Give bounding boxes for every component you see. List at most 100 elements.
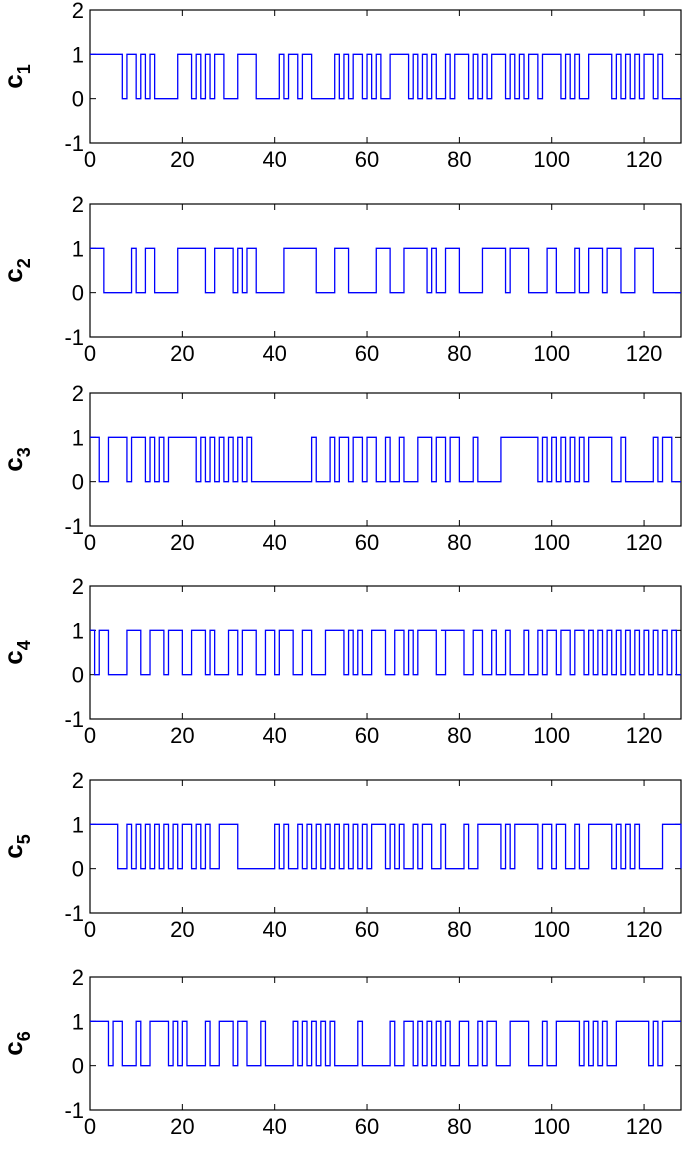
x-tick-label: 0 (84, 917, 96, 942)
x-tick-label: 40 (262, 341, 286, 366)
y-axis-label-main: c (0, 844, 28, 858)
x-tick-label: 20 (170, 530, 194, 555)
x-tick-label: 80 (447, 147, 471, 172)
y-tick-label: 2 (72, 381, 84, 406)
y-tick-label: 2 (72, 0, 84, 23)
x-tick-label: 80 (447, 1114, 471, 1139)
x-tick-label: 60 (355, 147, 379, 172)
y-axis-label-main: c (0, 1041, 28, 1055)
x-tick-label: 60 (355, 530, 379, 555)
series-c5-line (90, 823, 682, 870)
x-tick-label: 40 (262, 147, 286, 172)
series-c4-line (90, 629, 681, 676)
plot-frame (89, 9, 682, 144)
y-tick-label: 1 (72, 1009, 84, 1034)
x-tick-label: 60 (355, 917, 379, 942)
x-tick-label: 20 (170, 147, 194, 172)
x-tick-label: 120 (626, 917, 663, 942)
x-tick-label: 0 (84, 530, 96, 555)
y-tick-label: 1 (72, 425, 84, 450)
y-tick-label: 1 (72, 812, 84, 837)
y-axis-label: c3 (0, 447, 34, 471)
y-axis-label: c6 (0, 1031, 34, 1055)
x-tick-label: 60 (355, 723, 379, 748)
x-tick-label: 120 (626, 1114, 663, 1139)
y-tick-label: -1 (64, 325, 84, 350)
plot-frame (89, 585, 682, 720)
x-tick-label: 0 (84, 1114, 96, 1139)
y-axis-label-main: c (0, 268, 28, 282)
y-tick-label: 0 (72, 857, 84, 882)
y-tick-label: 2 (72, 192, 84, 217)
y-tick-label: 2 (72, 574, 84, 599)
y-tick-label: 0 (72, 470, 84, 495)
y-tick-label: 0 (72, 87, 84, 112)
series-c6-line (90, 1020, 681, 1067)
y-tick-label: 1 (72, 618, 84, 643)
y-axis-label-subscript: 3 (14, 447, 34, 457)
x-tick-label: 20 (170, 917, 194, 942)
y-tick-label: 1 (72, 236, 84, 261)
y-axis-label-main: c (0, 457, 28, 471)
y-axis-label: c4 (0, 640, 34, 664)
x-tick-label: 40 (262, 917, 286, 942)
x-tick-label: 80 (447, 917, 471, 942)
y-tick-label: 2 (72, 965, 84, 990)
x-tick-label: 80 (447, 341, 471, 366)
x-tick-label: 60 (355, 341, 379, 366)
x-tick-label: 120 (626, 147, 663, 172)
x-tick-label: 100 (533, 341, 570, 366)
plot-frame (89, 976, 682, 1111)
x-tick-label: 100 (533, 917, 570, 942)
x-tick-label: 100 (533, 1114, 570, 1139)
y-tick-label: 2 (72, 768, 84, 793)
y-tick-label: 0 (72, 663, 84, 688)
y-axis-label: c2 (0, 258, 34, 282)
plot-frame (89, 203, 682, 338)
x-tick-label: 20 (170, 1114, 194, 1139)
x-tick-label: 120 (626, 723, 663, 748)
y-tick-label: -1 (64, 901, 84, 926)
x-tick-label: 80 (447, 723, 471, 748)
y-axis-label-main: c (0, 74, 28, 88)
y-axis-label: c1 (0, 64, 34, 88)
y-axis-label-subscript: 4 (14, 640, 34, 650)
x-tick-label: 120 (626, 530, 663, 555)
x-tick-label: 100 (533, 530, 570, 555)
x-tick-label: 40 (262, 530, 286, 555)
x-tick-label: 40 (262, 1114, 286, 1139)
series-c2-line (90, 247, 681, 294)
x-tick-label: 100 (533, 723, 570, 748)
x-tick-label: 60 (355, 1114, 379, 1139)
x-tick-label: 20 (170, 723, 194, 748)
y-axis-label-subscript: 6 (14, 1031, 34, 1041)
x-tick-label: 0 (84, 147, 96, 172)
plot-frame (89, 392, 682, 527)
x-tick-label: 20 (170, 341, 194, 366)
y-axis-label-main: c (0, 650, 28, 664)
x-tick-label: 100 (533, 147, 570, 172)
y-tick-label: -1 (64, 1098, 84, 1123)
y-axis-label-subscript: 5 (14, 834, 34, 844)
x-tick-label: 40 (262, 723, 286, 748)
y-axis-label-subscript: 1 (14, 64, 34, 74)
x-tick-label: 0 (84, 723, 96, 748)
y-axis-label-subscript: 2 (14, 258, 34, 268)
series-c3-line (90, 436, 681, 483)
series-c1-line (90, 53, 681, 100)
x-tick-label: 120 (626, 341, 663, 366)
x-tick-label: 80 (447, 530, 471, 555)
y-tick-label: 0 (72, 1054, 84, 1079)
y-axis-label: c5 (0, 834, 34, 858)
y-tick-label: 1 (72, 42, 84, 67)
y-tick-label: -1 (64, 707, 84, 732)
y-tick-label: 0 (72, 281, 84, 306)
y-tick-label: -1 (64, 514, 84, 539)
